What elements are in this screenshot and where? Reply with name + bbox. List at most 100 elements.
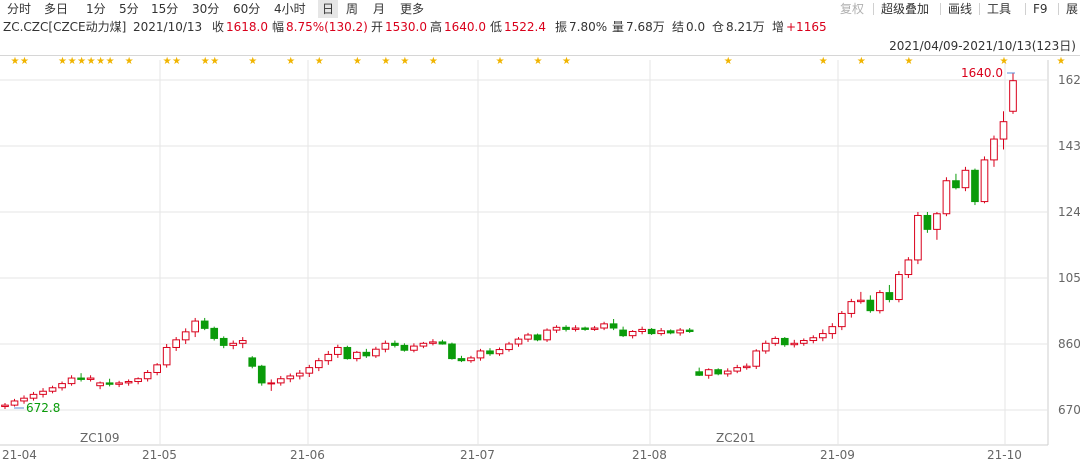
high-value: 1640.0 (444, 20, 486, 34)
close-label: 收 (212, 20, 225, 34)
candle-body (818, 333, 827, 339)
toolbar-separator (1025, 3, 1026, 15)
y-tick-label: 860 (1058, 337, 1080, 351)
y-tick-label: 670 (1058, 403, 1080, 417)
date-label: 2021/10/13 (133, 20, 203, 34)
candle-body (752, 350, 761, 367)
toolbar-action-5[interactable]: 展 (1066, 2, 1079, 16)
tab-7[interactable]: 4小时 (274, 2, 306, 16)
candle-body (353, 351, 361, 360)
candle-body (362, 351, 371, 357)
candle-body (105, 382, 114, 385)
candle-body (200, 320, 209, 329)
tab-4[interactable]: 15分 (151, 2, 179, 16)
candle-body (761, 342, 770, 352)
candle-body (391, 342, 399, 346)
low-label: 低 (490, 20, 503, 34)
event-star-icon: ★ (20, 56, 29, 67)
candle-body (799, 340, 808, 344)
period-toolbar: 分时 多日 1分 5分 15分 30分 60分 4小时日周月更多 复权 超级叠加 画线 工具 F9 展 (0, 0, 1080, 18)
candle-body (543, 329, 551, 341)
candle-body (115, 382, 123, 385)
candle-body (476, 350, 485, 359)
toolbar-action-0[interactable]: 复权 (840, 2, 865, 16)
candle-body (923, 214, 932, 230)
candle-body (704, 369, 713, 376)
low-value: 1522.4 (504, 20, 546, 34)
candle-body (48, 387, 57, 392)
event-star-icon: ★ (11, 56, 20, 67)
event-star-icon: ★ (77, 56, 86, 67)
tab-6[interactable]: 60分 (233, 2, 261, 16)
event-star-icon: ★ (163, 56, 172, 67)
tab-1[interactable]: 多日 (44, 2, 69, 16)
event-star-icon: ★ (58, 56, 67, 67)
inc-label: 增 (772, 20, 785, 34)
tab-5[interactable]: 30分 (192, 2, 220, 16)
candle-body (276, 378, 285, 384)
candle-body (58, 383, 66, 389)
candle-body (181, 331, 190, 341)
tab-10[interactable]: 月 (373, 2, 386, 16)
event-star-icon: ★ (315, 56, 324, 67)
candle-body (742, 365, 751, 369)
toolbar-action-3[interactable]: 工具 (987, 2, 1012, 16)
candle-body (448, 343, 456, 360)
toolbar-separator (873, 3, 874, 15)
candle-body (343, 346, 352, 360)
event-star-icon: ★ (201, 56, 210, 67)
candle-body (999, 121, 1008, 140)
candle-body (486, 350, 494, 355)
candle-body (334, 346, 342, 355)
tab-11[interactable]: 更多 (400, 2, 425, 16)
y-tick-label: 1430 (1058, 139, 1080, 153)
candle-body (162, 346, 171, 366)
event-star-icon: ★ (857, 56, 866, 67)
candle-body (267, 382, 276, 385)
candle-body (438, 341, 447, 345)
event-star-icon: ★ (68, 56, 77, 67)
x-tick-label: 21-06 (290, 448, 325, 462)
tab-8[interactable]: 日 (318, 0, 339, 18)
symbol-label: ZC.CZC[CZCE动力煤] (3, 20, 127, 34)
contract-label: ZC201 (716, 431, 756, 445)
candle-body (990, 138, 998, 161)
candle-body (695, 371, 704, 376)
candle-body (286, 375, 295, 380)
candle-body (381, 342, 390, 350)
candle-body (628, 330, 637, 337)
toolbar-action-2[interactable]: 画线 (948, 2, 973, 16)
candle-body (952, 180, 960, 189)
candle-body (876, 292, 884, 312)
event-star-icon: ★ (429, 56, 438, 67)
tab-9[interactable]: 周 (346, 2, 359, 16)
change-value: 8.75%(130.2) (286, 20, 368, 34)
y-tick-label: 1050 (1058, 271, 1080, 285)
candle-body (143, 371, 152, 380)
event-star-icon: ★ (904, 56, 913, 67)
candle-body (600, 323, 608, 329)
candle-body (904, 259, 913, 276)
x-tick-label: 21-09 (820, 448, 855, 462)
date-range[interactable]: 2021/04/09-2021/10/13(123日) (889, 39, 1076, 53)
open-value: 1530.0 (385, 20, 427, 34)
y-tick-label: 1620 (1058, 73, 1080, 87)
candle-body (895, 274, 903, 301)
y-tick-label: 1240 (1058, 205, 1080, 219)
event-star-icon: ★ (495, 56, 504, 67)
tab-0[interactable]: 分时 (7, 2, 32, 16)
candle-body (191, 320, 200, 333)
toolbar-action-1[interactable]: 超级叠加 (881, 2, 930, 16)
candle-body (505, 343, 513, 351)
oi-value: 8.21万 (726, 20, 765, 34)
toolbar-action-4[interactable]: F9 (1033, 2, 1048, 16)
candle-body (533, 334, 542, 341)
change-label: 幅 (272, 20, 285, 34)
tab-2[interactable]: 1分 (86, 2, 106, 16)
candle-body (866, 299, 875, 312)
tab-3[interactable]: 5分 (119, 2, 139, 16)
candle-body (77, 377, 85, 380)
toolbar-separator (940, 3, 941, 15)
candle-body (647, 328, 656, 335)
